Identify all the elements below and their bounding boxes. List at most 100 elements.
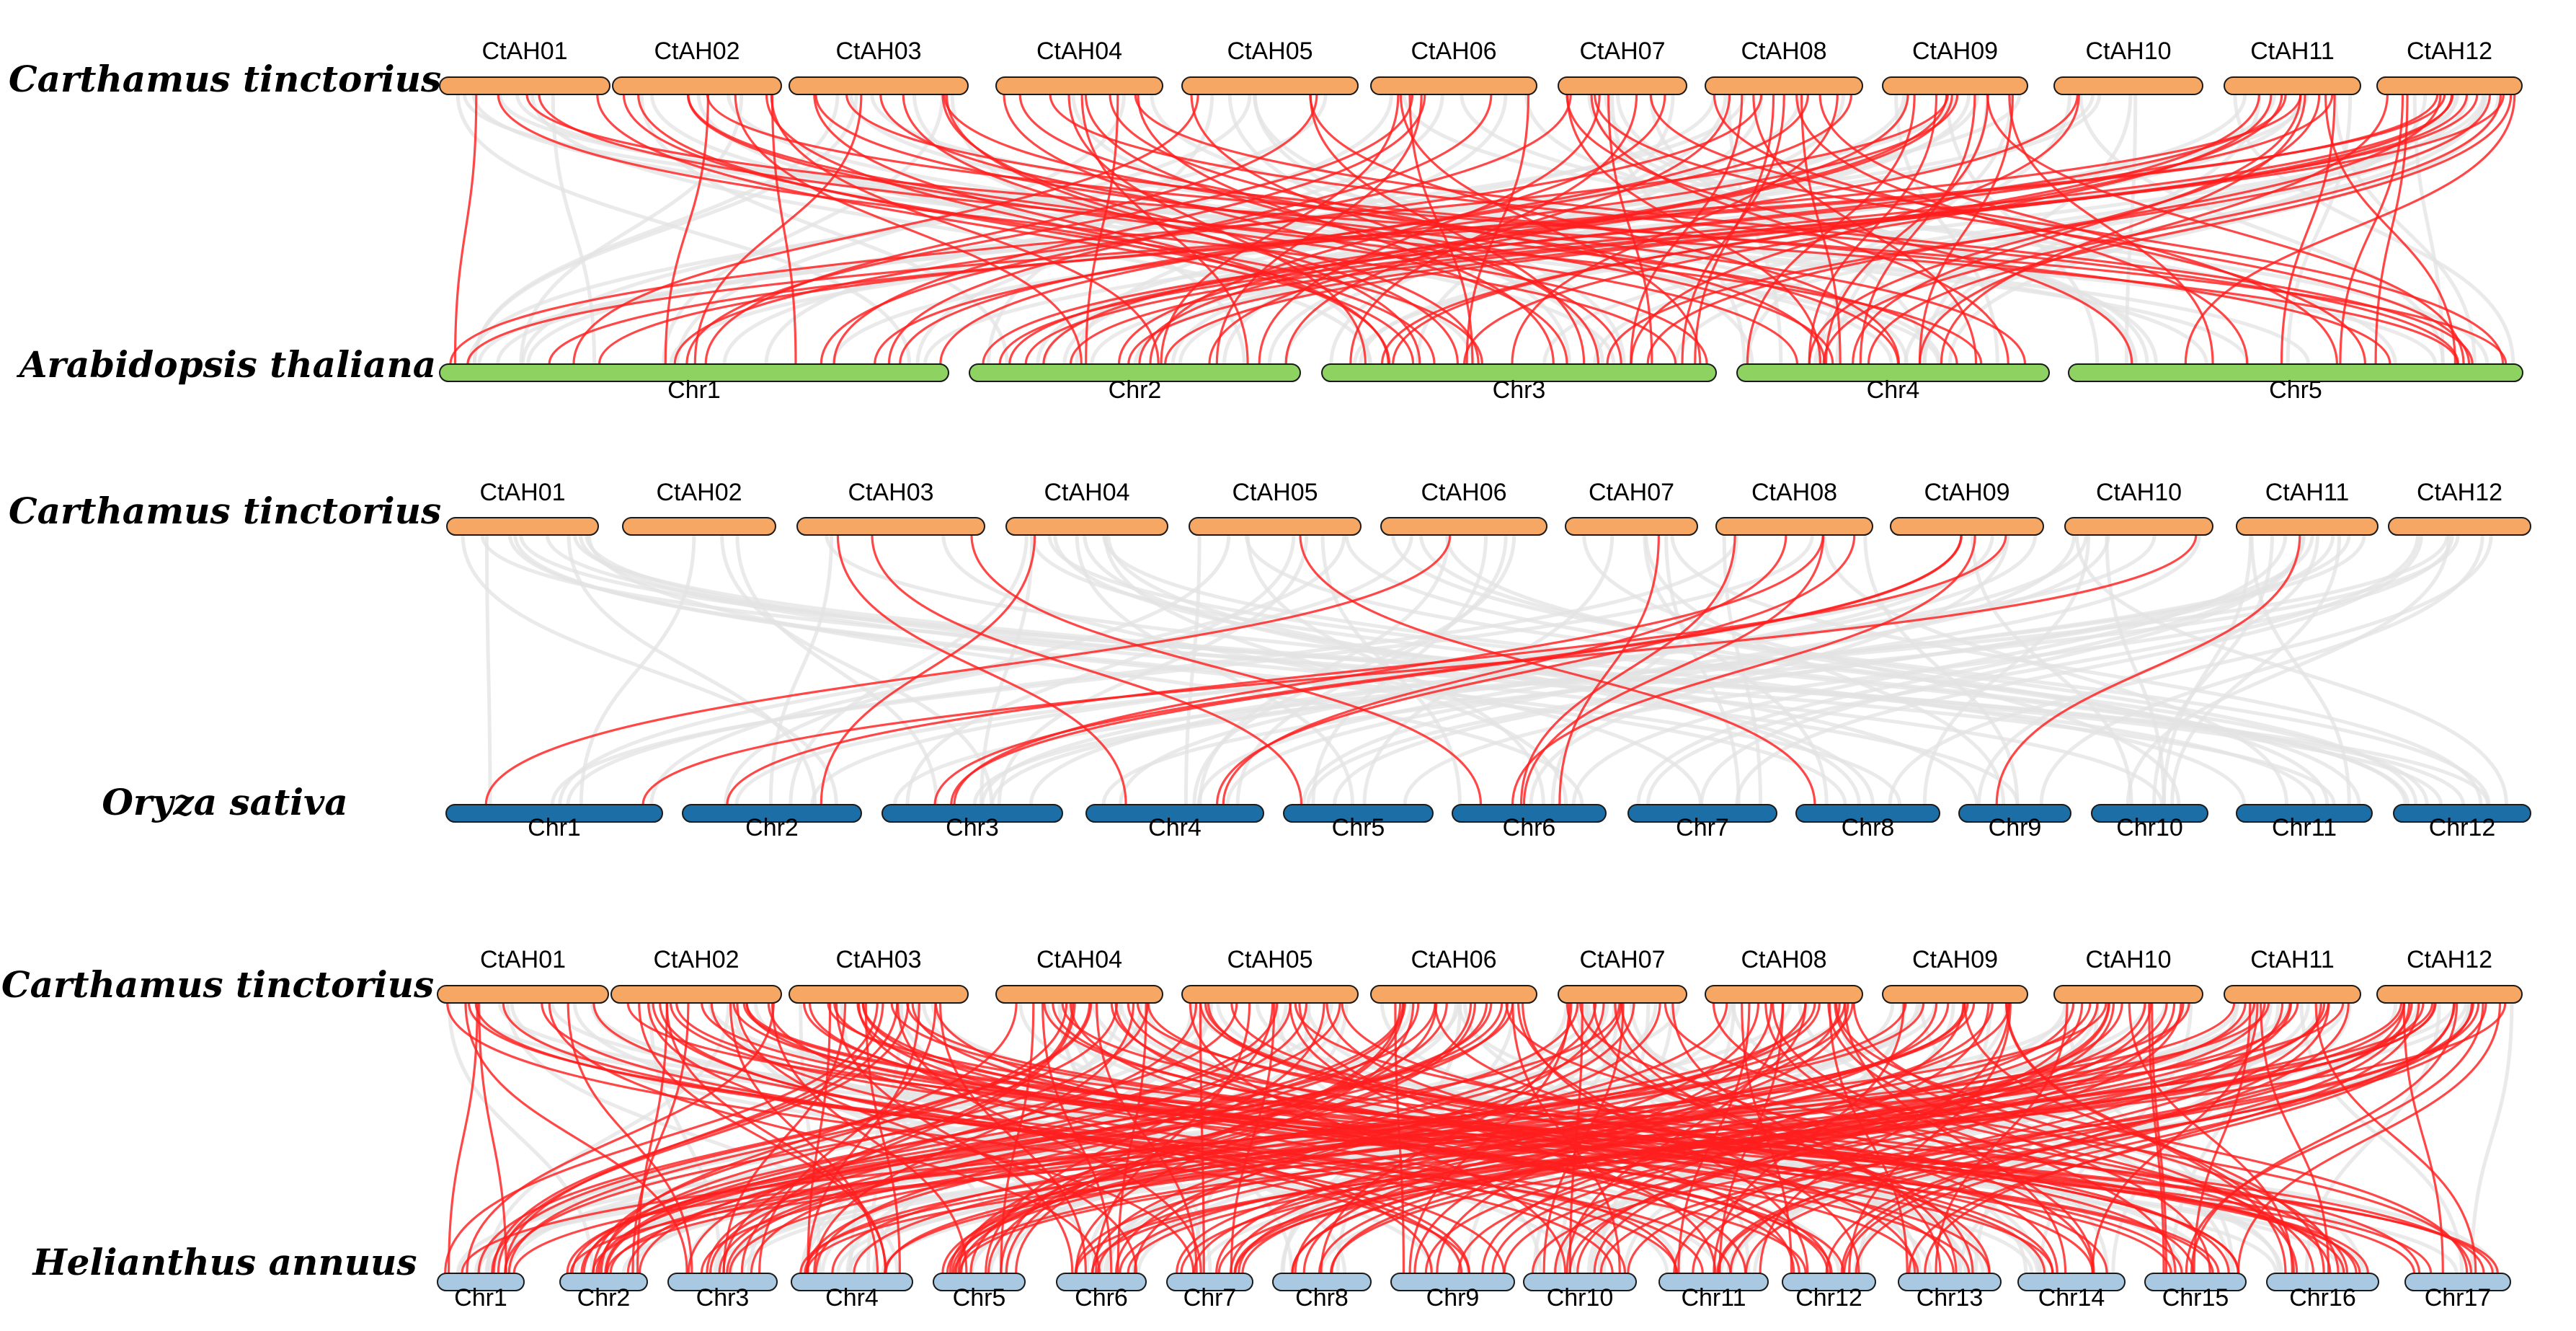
bottom-chromosome-bar (1390, 1273, 1515, 1291)
synteny-link (1320, 1002, 1573, 1274)
top-chromosome-bar (1380, 517, 1547, 536)
synteny-link (592, 1002, 1068, 1274)
top-chromosome-label: CtAH08 (1741, 37, 1826, 65)
synteny-link (1692, 1002, 2284, 1274)
synteny-link (985, 1002, 1274, 1274)
synteny-link (1599, 1002, 2474, 1274)
synteny-link (814, 94, 1958, 365)
synteny-link (598, 94, 2302, 365)
background-link (1244, 534, 2429, 805)
synteny-link (1091, 1002, 1635, 1274)
bottom-chromosome-label: Chr13 (1917, 1284, 1984, 1312)
top-species-name: Carthamus tinctorius (1, 963, 434, 1006)
background-link (461, 534, 838, 805)
synteny-link (933, 534, 1963, 805)
top-chromosome-bar (1005, 517, 1168, 536)
bottom-chromosome-label: Chr2 (577, 1284, 631, 1312)
background-link (1106, 534, 1875, 805)
synteny-link (706, 94, 2508, 365)
top-chromosome-label: CtAH05 (1232, 479, 1318, 506)
top-chromosome-bar (2224, 985, 2361, 1004)
synteny-link (2193, 1002, 2252, 1274)
bottom-chromosome-bar (2404, 1273, 2511, 1291)
bottom-chromosome-label: Chr11 (1681, 1284, 1746, 1312)
synteny-link (1299, 534, 1816, 805)
background-link (1101, 534, 2460, 805)
bottom-chromosome-label: Chr10 (1547, 1284, 1614, 1312)
synteny-link (1329, 1002, 2326, 1274)
synteny-link (1137, 94, 1555, 365)
background-link (1344, 534, 2361, 805)
background-link (639, 94, 1009, 365)
bottom-chromosome-label: Chr4 (1148, 814, 1202, 841)
top-chromosome-label: CtAH12 (2417, 479, 2502, 506)
bottom-chromosome-bar (1166, 1273, 1253, 1291)
bottom-chromosome-bar (2393, 804, 2531, 823)
synteny-link (998, 94, 2454, 365)
background-link (1904, 94, 2500, 365)
top-species-name: Carthamus tinctorius (9, 490, 441, 532)
top-chromosome-label: CtAH02 (656, 479, 742, 506)
synteny-link (1713, 94, 2366, 365)
top-chromosome-bar (1882, 985, 2028, 1004)
synteny-link (2260, 1002, 2330, 1274)
top-chromosome-bar (1565, 517, 1698, 536)
background-link (1888, 534, 2493, 805)
bottom-chromosome-bar (2144, 1273, 2247, 1291)
bottom-chromosome-bar (881, 804, 1063, 823)
top-chromosome-label: CtAH01 (479, 479, 565, 506)
bottom-species-name: Arabidopsis thaliana (17, 343, 436, 386)
bottom-chromosome-label: Chr10 (2116, 814, 2183, 841)
background-link (648, 1002, 722, 1274)
synteny-link (669, 1002, 1971, 1274)
synteny-link (1995, 534, 2301, 805)
bottom-chromosome-label: Chr7 (1676, 814, 1729, 841)
synteny-link (502, 1002, 1678, 1274)
bottom-chromosome-bar (791, 1273, 913, 1291)
background-link (2152, 534, 2274, 805)
top-chromosome-label: CtAH03 (835, 946, 921, 973)
background-link (727, 94, 1893, 365)
synteny-link (659, 1002, 1463, 1274)
synteny-link (953, 534, 1824, 805)
synteny-link (1117, 94, 1948, 365)
synteny-link (856, 1002, 1678, 1274)
top-chromosome-bar (2064, 517, 2213, 536)
bottom-chromosome-label: Chr8 (1842, 814, 1895, 841)
synteny-link (726, 1002, 1509, 1274)
bottom-chromosome-label: Chr4 (1867, 376, 1920, 404)
top-chromosome-bar (1189, 517, 1362, 536)
synteny-link (504, 1002, 1238, 1274)
top-chromosome-bar (446, 517, 599, 536)
top-chromosome-label: CtAH06 (1411, 37, 1496, 65)
synteny-link (1855, 1002, 2456, 1274)
background-link (2126, 534, 2451, 805)
synteny-link (734, 94, 1083, 365)
synteny-link (538, 94, 1983, 365)
synteny-link (1825, 1002, 2350, 1274)
top-chromosome-label: CtAH07 (1579, 37, 1665, 65)
top-chromosome-label: CtAH11 (2265, 479, 2350, 506)
top-chromosome-bar (789, 76, 969, 95)
bottom-chromosome-label: Chr6 (1503, 814, 1556, 841)
top-chromosome-label: CtAH05 (1227, 946, 1313, 973)
bottom-chromosome-label: Chr1 (667, 376, 721, 404)
top-chromosome-bar (1558, 76, 1687, 95)
bottom-chromosome-bar (1782, 1273, 1876, 1291)
bottom-chromosome-bar (2017, 1273, 2126, 1291)
bottom-chromosome-bar (1321, 363, 1717, 382)
synteny-link (497, 94, 1677, 365)
synteny-link (1215, 94, 1423, 365)
top-chromosome-bar (1558, 985, 1687, 1004)
background-link (467, 94, 1328, 365)
top-chromosome-bar (1715, 517, 1873, 536)
background-link (649, 534, 1346, 805)
top-chromosome-bar (610, 985, 782, 1004)
bottom-chromosome-label: Chr14 (2038, 1284, 2105, 1312)
synteny-link (484, 534, 1452, 805)
synteny-link (453, 94, 478, 365)
bottom-chromosome-bar (1958, 804, 2071, 823)
highlight-links (449, 94, 2516, 365)
bottom-chromosome-label: Chr15 (2162, 1284, 2229, 1312)
bottom-chromosome-label: Chr9 (1989, 814, 2042, 841)
